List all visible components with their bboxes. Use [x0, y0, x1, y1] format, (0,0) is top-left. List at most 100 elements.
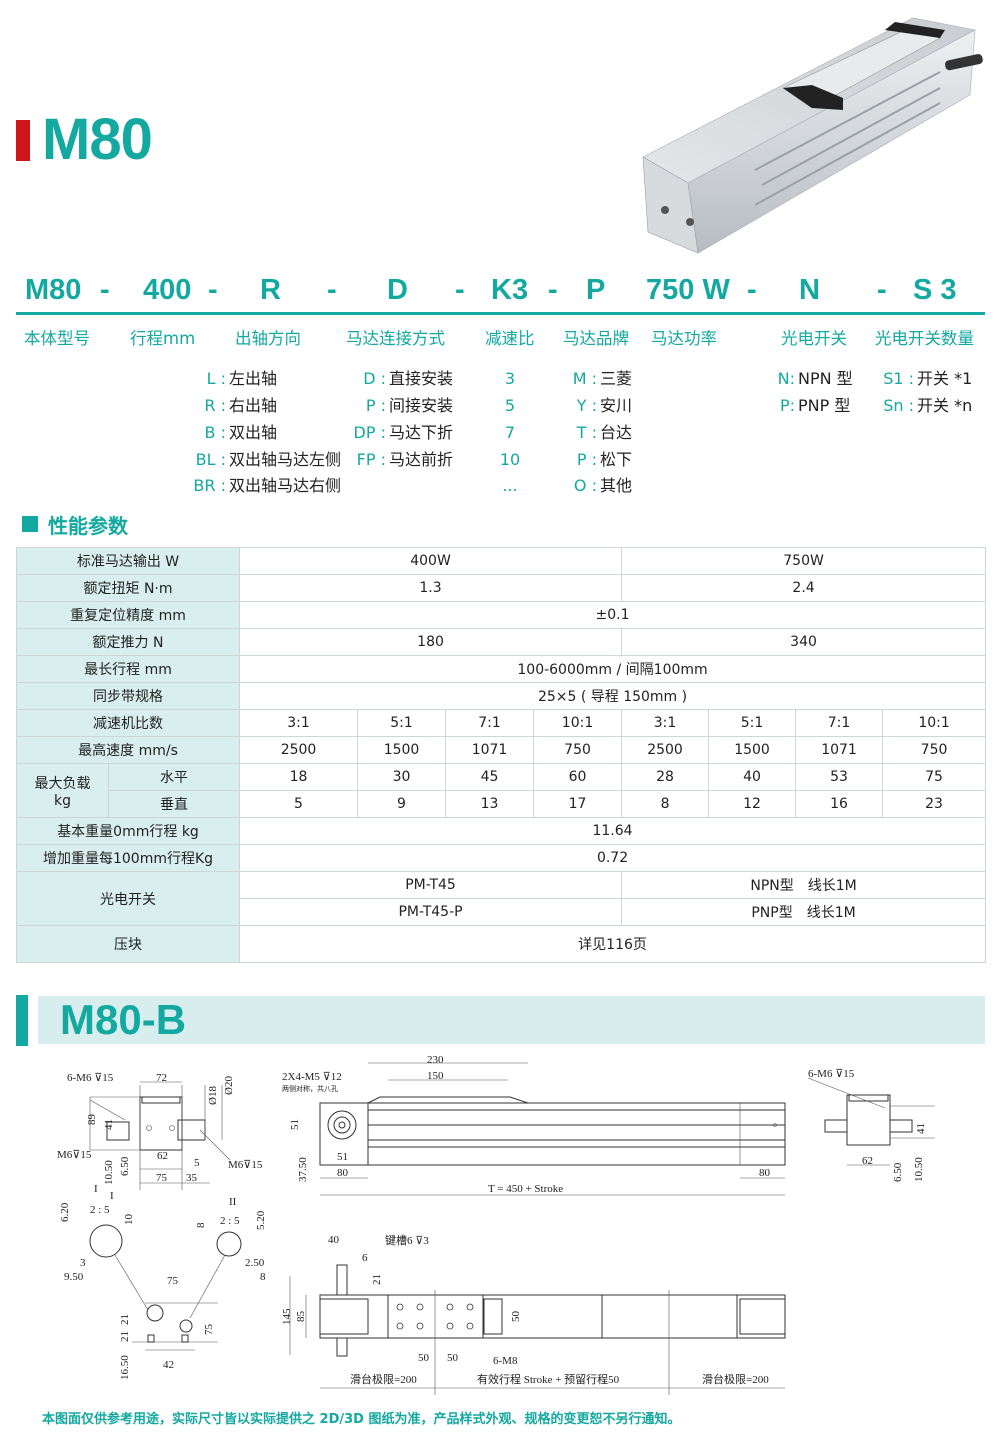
option-text: NPN 型 — [798, 369, 853, 388]
section-marker — [22, 516, 38, 532]
option-connection: FP : 马达前折 — [336, 446, 453, 473]
label-power: 马达功率 — [651, 329, 717, 348]
dim-label: 键槽6 ⊽3 — [385, 1233, 429, 1247]
dim-label: 51 — [289, 1119, 301, 1130]
dim-label: 37.50 — [297, 1157, 309, 1182]
option-brand: P : 松下 — [555, 446, 632, 473]
dim-label: 2X4-M5 ⊽12 — [282, 1071, 342, 1083]
option-text: 开关 *n — [917, 396, 973, 415]
value-cell: 30 — [357, 763, 447, 791]
option-code: Y : — [576, 396, 597, 415]
value-cell: 2500 — [621, 736, 710, 764]
option-text: 右出轴 — [229, 396, 278, 415]
dim-label: 21 — [119, 1314, 131, 1325]
top-view: 40 键槽6 ⊽3 6 21 145 85 50 50 50 6-M8 滑台极限… — [281, 1233, 786, 1395]
label-sensor-qty: 光电开关数量 — [875, 329, 974, 348]
technical-drawings: 6-M6 ⊽15 72 89 41 Ø18 Ø20 M6⊽15 62 5 M6⊽… — [57, 1054, 935, 1395]
performance-table: 标准马达输出 W 400W 750W 额定扭矩 N·m 1.3 2.4 重复定位精度 mm ±… — [15, 547, 987, 963]
dim-label: 75 — [167, 1275, 179, 1287]
option-code: O : — [573, 476, 597, 495]
row-label: 重复定位精度 mm — [15, 601, 241, 629]
table-row: 额定扭矩 N·m 1.3 2.4 — [15, 574, 987, 602]
dim-label: 6-M8 — [493, 1355, 518, 1367]
dim-label: 72 — [156, 1072, 167, 1084]
title-accent-bar — [16, 120, 30, 161]
option-shaft: R : 右出轴 — [160, 392, 277, 419]
code-sep: - — [327, 274, 337, 306]
row-label: 标准马达输出 W — [15, 547, 241, 575]
option-text: 其他 — [600, 476, 633, 495]
option-code: P : — [365, 396, 386, 415]
code-power: 750 W — [646, 274, 730, 306]
option-code: D : — [363, 369, 386, 388]
value-cell: 53 — [795, 763, 884, 791]
dim-label: 42 — [163, 1359, 174, 1371]
dim-label: 51 — [337, 1151, 348, 1163]
row-label: 最长行程 mm — [15, 655, 241, 683]
dim-label: 41 — [915, 1123, 927, 1134]
dim-label: M6⊽15 — [57, 1149, 92, 1161]
option-text: 马达下折 — [389, 423, 454, 442]
value-cell: 750W — [621, 547, 987, 575]
label-ratio: 减速比 — [485, 329, 535, 348]
code-connection: D — [387, 274, 408, 306]
option-text: PNP 型 — [798, 396, 851, 415]
dim-label: 10.50 — [913, 1157, 925, 1182]
option-code: T : — [576, 423, 597, 442]
label-connection: 马达连接方式 — [346, 329, 445, 348]
row-sublabel: 水平 — [107, 763, 241, 791]
code-sep: - — [455, 274, 465, 306]
code-sensor: N — [799, 274, 820, 306]
value-cell: 5:1 — [357, 709, 447, 737]
dim-label: 50 — [447, 1352, 459, 1364]
option-ratio: 5 — [504, 396, 516, 415]
dim-label: Ø20 — [223, 1076, 235, 1095]
dim-label: I — [94, 1183, 98, 1195]
option-shaft: BL : 双出轴马达左侧 — [160, 446, 341, 473]
value-cell: 3:1 — [239, 709, 359, 737]
option-connection: P : 间接安装 — [336, 392, 453, 419]
value-cell: 详见116页 — [239, 925, 987, 963]
dim-label: 50 — [510, 1311, 522, 1323]
dim-label: 40 — [328, 1234, 340, 1246]
option-shaft: B : 双出轴 — [160, 419, 277, 446]
dim-label: 8 — [195, 1222, 207, 1228]
variant-banner — [38, 996, 985, 1044]
option-text: 松下 — [600, 450, 633, 469]
table-row: 最大负载 kg 水平 18 30 45 60 28 40 53 75 — [16, 763, 987, 818]
value-cell: 9 — [357, 790, 447, 818]
code-shaft: R — [260, 274, 281, 306]
dim-label: 35 — [186, 1172, 198, 1184]
option-sensor: P: PNP 型 — [765, 392, 850, 419]
value-cell: PM-T45 — [239, 871, 623, 899]
variant-title: M80-B — [60, 996, 187, 1043]
row-label: 最大负载 kg — [16, 763, 109, 818]
dim-label: 滑台极限=200 — [350, 1372, 417, 1386]
code-sep: - — [747, 274, 757, 306]
option-text: 双出轴 — [229, 423, 278, 442]
option-shaft: BR : 双出轴马达右侧 — [160, 472, 341, 499]
value-cell: PNP型 线长1M — [621, 898, 987, 926]
dim-label: 80 — [759, 1167, 771, 1179]
profile-detail: I 2 : 5 6.20 10 3 9.50 II 2 : 5 8 5.20 2… — [59, 1190, 267, 1380]
row-label: 额定扭矩 N·m — [15, 574, 241, 602]
row-label: 光电开关 — [15, 871, 241, 926]
code-sep: - — [877, 274, 887, 306]
value-cell: 1500 — [708, 736, 797, 764]
option-shaft: L : 左出轴 — [160, 365, 277, 392]
value-cell: 16 — [795, 790, 884, 818]
table-row: 重复定位精度 mm ±0.1 — [15, 601, 987, 629]
label-stroke: 行程mm — [130, 329, 196, 348]
value-cell: 60 — [533, 763, 623, 791]
option-code: L : — [206, 369, 226, 388]
code-stroke: 400 — [143, 274, 192, 306]
variant-accent-bar — [16, 995, 28, 1046]
value-cell: 750 — [882, 736, 987, 764]
row-sublabel: 垂直 — [107, 790, 241, 818]
option-brand: M : 三菱 — [555, 365, 632, 392]
dim-label: 有效行程 Stroke + 预留行程50 — [477, 1372, 620, 1386]
value-cell: 100-6000mm / 间隔100mm — [239, 655, 987, 683]
footer-disclaimer: 本图面仅供参考用途，实际尺寸皆以实际提供之 2D/3D 图纸为准，产品样式外观、… — [42, 1412, 681, 1427]
value-cell: 750 — [533, 736, 623, 764]
dim-label: 75 — [203, 1324, 215, 1336]
